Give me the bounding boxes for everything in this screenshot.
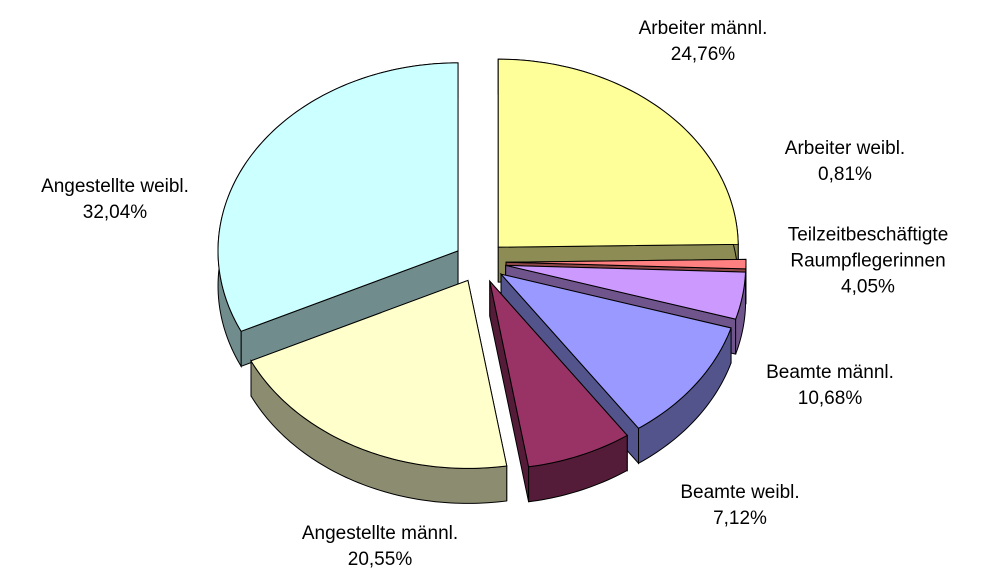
category-label: Arbeiter weibl. — [784, 137, 906, 159]
value-label: 7,12% — [713, 508, 767, 529]
slice-label: Arbeiter weibl. 0,81% — [785, 136, 905, 188]
value-label: 10,68% — [797, 388, 863, 409]
category-label: Beamte männl. — [766, 361, 894, 383]
slice-label: Beamte männl. 10,68% — [766, 360, 894, 412]
slice — [499, 273, 732, 429]
category-label: Teilzeitbeschäftigte Raumpflegerinnen — [787, 224, 949, 272]
slice-label: Arbeiter männl. 24,76% — [639, 16, 768, 68]
slice — [497, 58, 739, 248]
value-label: 0,81% — [818, 164, 872, 185]
category-label: Beamte weibl. — [680, 481, 800, 503]
slice — [217, 62, 459, 332]
slice-label: Beamte weibl. 7,12% — [680, 480, 799, 532]
value-label: 24,76% — [670, 44, 736, 65]
slice-label: Angestellte männl. 20,55% — [302, 521, 458, 573]
category-label: Angestellte weibl. — [41, 175, 189, 197]
slice-label: Angestellte weibl. 32,04% — [41, 174, 189, 226]
slice — [505, 264, 747, 320]
slice — [488, 279, 629, 468]
value-label: 32,04% — [82, 202, 148, 223]
value-label: 20,55% — [347, 549, 413, 570]
slice — [250, 279, 508, 469]
slice-label: Teilzeitbeschäftigte Raumpflegerinnen 4,0… — [788, 223, 949, 302]
slice — [505, 258, 747, 270]
category-label: Arbeiter männl. — [638, 17, 768, 39]
value-label: 4,05% — [841, 277, 895, 299]
category-label: Angestellte männl. — [301, 522, 459, 544]
